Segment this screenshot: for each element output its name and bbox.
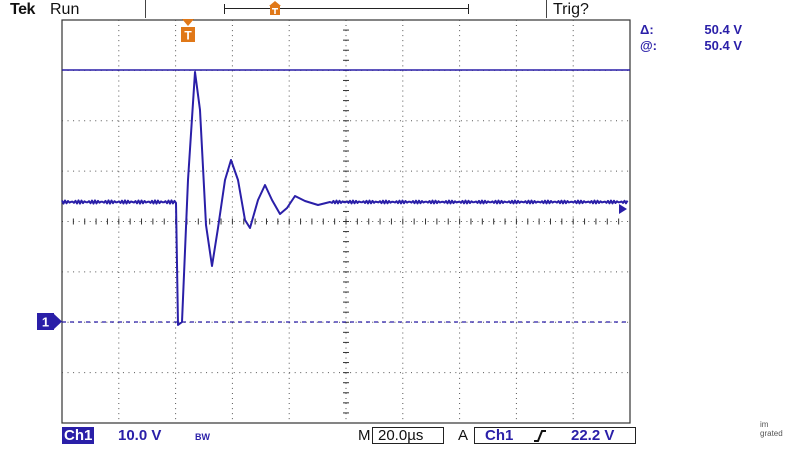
ch1-waveform xyxy=(61,71,629,326)
trigger-source: Ch1 xyxy=(485,427,514,444)
corner-fragment-line: im xyxy=(760,420,769,429)
channel-label[interactable]: Ch1 xyxy=(62,427,95,444)
trigger-setting-box[interactable]: Ch1 22.2 V xyxy=(474,427,636,444)
rising-edge-icon xyxy=(534,430,546,442)
delta-label: Δ: xyxy=(640,22,654,37)
timebase-box[interactable]: 20.0µs xyxy=(372,427,444,444)
trigger-marker-label: T xyxy=(184,29,192,43)
delta-value: 50.4 V xyxy=(704,22,742,37)
header-divider xyxy=(145,0,146,18)
trigger-mode: A xyxy=(458,427,469,444)
trigger-position-icon xyxy=(269,1,281,15)
ch1-ground-marker-icon[interactable]: 1 xyxy=(37,313,62,330)
at-label: @: xyxy=(640,38,658,53)
at-value: 50.4 V xyxy=(704,38,742,53)
trigger-level-arrow-icon[interactable] xyxy=(619,204,627,214)
trigger-status: Trig? xyxy=(553,1,589,18)
timebase-value: 20.0µs xyxy=(378,427,424,444)
header-divider xyxy=(546,0,547,18)
brand-logo: Tek xyxy=(10,1,35,18)
scope-header: Tek Run Trig? xyxy=(0,0,800,20)
trigger-level: 22.2 V xyxy=(571,427,615,444)
timebase-prefix: M xyxy=(358,427,371,444)
ch1-marker-label: 1 xyxy=(42,315,49,330)
corner-fragment-line: grated xyxy=(760,429,783,438)
volts-per-div[interactable]: 10.0 V xyxy=(118,427,162,444)
trigger-marker-icon[interactable]: T xyxy=(181,19,195,43)
record-view-bar xyxy=(224,4,469,14)
graticule xyxy=(61,19,631,424)
bandwidth-limit-indicator: BW xyxy=(195,432,210,442)
corner-fragment: im grated xyxy=(760,420,783,438)
cursor-at-readout: @: 50.4 V xyxy=(640,38,742,53)
cursor-delta-readout: Δ: 50.4 V xyxy=(640,22,742,37)
status-bar: Ch1 10.0 V BW M 20.0µs A Ch1 22.2 V xyxy=(0,425,800,447)
run-state: Run xyxy=(50,1,80,18)
